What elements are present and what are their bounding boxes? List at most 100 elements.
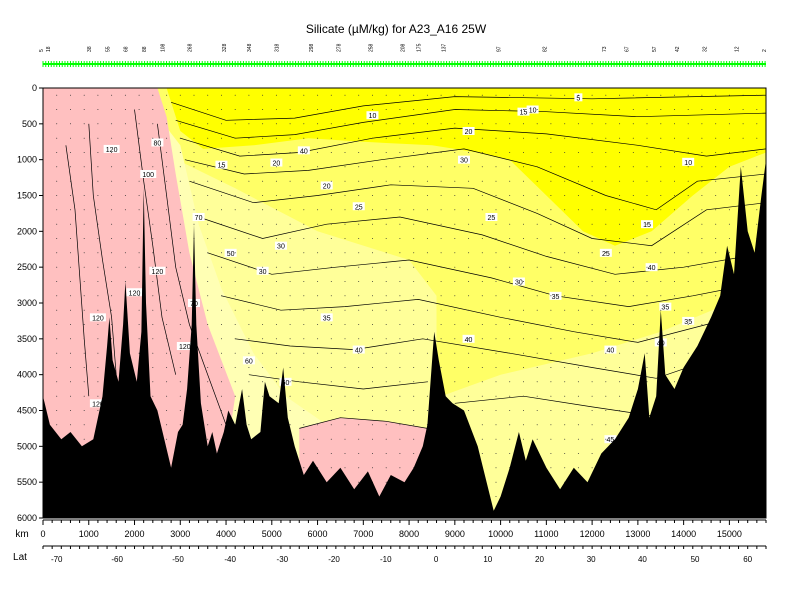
sample-point: [385, 137, 387, 139]
sample-point: [330, 424, 332, 426]
sample-point: [358, 424, 360, 426]
sample-point: [248, 266, 250, 268]
sample-point: [674, 309, 675, 311]
sample-point: [83, 395, 85, 397]
sample-point: [344, 223, 346, 225]
sample-point: [372, 109, 373, 110]
sample-point: [166, 209, 168, 211]
sample-point: [70, 180, 71, 182]
station-label: 278: [336, 43, 342, 52]
sample-point: [674, 94, 675, 96]
sample-point: [646, 123, 648, 125]
sample-point: [481, 238, 483, 239]
sample-point: [619, 266, 621, 268]
contour-label: 120: [92, 315, 104, 322]
sample-point: [605, 424, 607, 426]
sample-point: [97, 123, 99, 125]
sample-point: [303, 94, 305, 96]
sample-point: [577, 137, 579, 139]
sample-point: [234, 223, 236, 225]
sample-point: [234, 324, 236, 325]
sample-point: [97, 137, 99, 139]
sample-point: [440, 266, 442, 268]
sample-point: [605, 209, 607, 211]
sample-point: [303, 324, 305, 325]
station-label: 18: [46, 46, 52, 52]
sample-point: [701, 180, 703, 182]
sample-point: [523, 94, 524, 96]
sample-point: [674, 180, 675, 182]
sample-point: [605, 295, 607, 297]
sample-point: [756, 166, 758, 168]
sample-point: [248, 324, 250, 325]
sample-point: [632, 166, 634, 168]
sample-point: [509, 295, 511, 297]
sample-point: [330, 266, 332, 268]
sample-point: [550, 252, 552, 254]
contour-label: 35: [684, 319, 692, 326]
sample-point: [619, 381, 621, 383]
sample-point: [221, 94, 222, 96]
sample-point: [481, 281, 483, 282]
sample-point: [56, 410, 58, 411]
sample-point: [248, 252, 250, 254]
sample-point: [358, 123, 360, 125]
sample-point: [138, 266, 140, 268]
sample-point: [70, 252, 71, 254]
sample-point: [454, 238, 456, 239]
sample-point: [358, 223, 360, 225]
sample-point: [523, 123, 524, 125]
sample-point: [577, 152, 579, 153]
sample-point: [509, 324, 511, 325]
sample-point: [70, 367, 71, 368]
sample-point: [111, 266, 113, 268]
sample-point: [454, 94, 456, 96]
sample-point: [687, 352, 689, 354]
contour-label-bg: [126, 288, 143, 297]
sample-point: [454, 338, 456, 340]
sample-point: [454, 381, 456, 383]
sample-point: [138, 223, 140, 225]
sample-point: [605, 438, 607, 440]
sample-point: [262, 223, 264, 225]
sample-point: [111, 94, 113, 96]
sample-point: [248, 180, 250, 182]
sample-point: [646, 338, 648, 340]
sample-point: [399, 137, 401, 139]
sample-point: [358, 367, 360, 368]
sample-point: [152, 223, 154, 225]
sample-point: [619, 137, 621, 139]
sample-point: [674, 266, 675, 268]
sample-point: [275, 395, 277, 397]
sample-point: [481, 367, 483, 368]
contour-label: 120: [92, 401, 104, 408]
sample-point: [426, 209, 428, 211]
sample-point: [56, 109, 58, 110]
sample-point: [372, 309, 373, 311]
sample-point: [728, 223, 730, 225]
sample-point: [632, 295, 634, 297]
contour-label: 20: [272, 161, 280, 168]
sample-point: [509, 195, 511, 196]
sample-point: [536, 295, 538, 297]
sample-point: [234, 395, 236, 397]
sample-point: [646, 180, 648, 182]
sample-point: [262, 252, 264, 254]
sample-point: [248, 137, 250, 139]
sample-point: [495, 137, 497, 139]
sample-point: [70, 152, 71, 153]
sample-point: [495, 338, 497, 340]
sample-point: [413, 395, 415, 397]
sample-point: [632, 180, 634, 182]
sample-point: [207, 295, 209, 297]
sample-point: [591, 424, 593, 426]
sample-point: [468, 252, 470, 254]
sample-point: [330, 352, 332, 354]
sample-point: [303, 381, 305, 383]
sample-point: [687, 152, 689, 153]
sample-point: [701, 166, 703, 168]
sample-point: [83, 438, 85, 440]
sample-point: [481, 137, 483, 139]
sample-point: [509, 152, 511, 153]
sample-point: [468, 309, 470, 311]
